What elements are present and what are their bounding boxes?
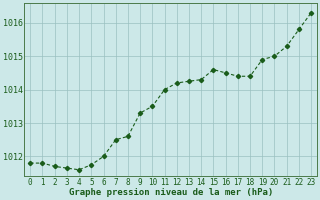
X-axis label: Graphe pression niveau de la mer (hPa): Graphe pression niveau de la mer (hPa)	[68, 188, 273, 197]
